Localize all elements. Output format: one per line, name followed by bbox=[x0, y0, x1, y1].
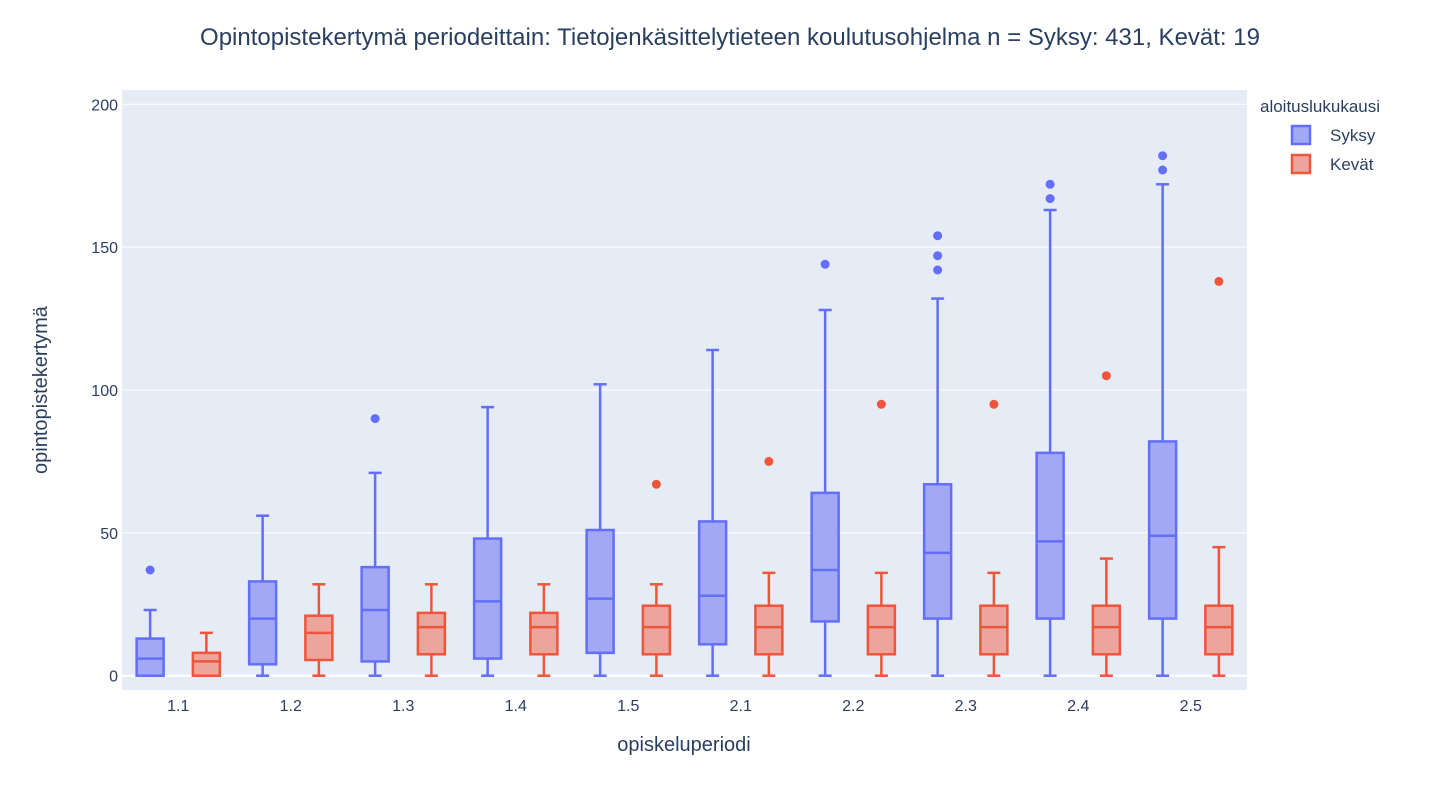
box-iqr bbox=[247, 580, 278, 666]
box-2.1 bbox=[697, 348, 728, 677]
box-iqr bbox=[191, 651, 222, 677]
box-2.3 bbox=[979, 399, 1009, 677]
outlier-point bbox=[933, 251, 943, 261]
box-iqr bbox=[135, 637, 165, 677]
outlier-point bbox=[989, 399, 999, 409]
box-1.4 bbox=[472, 405, 503, 677]
legend-label: Kevät bbox=[1330, 155, 1374, 174]
x-tick-label: 2.2 bbox=[842, 698, 864, 715]
box-2.3 bbox=[922, 231, 953, 677]
outlier-point bbox=[933, 265, 943, 275]
outlier-point bbox=[370, 414, 380, 424]
gridlines bbox=[122, 103, 1247, 677]
x-tick-label: 2.3 bbox=[955, 698, 977, 715]
box-iqr bbox=[697, 520, 728, 646]
x-tick-label: 1.4 bbox=[505, 698, 527, 715]
box-1.1 bbox=[191, 631, 222, 677]
box-iqr bbox=[866, 604, 897, 656]
box-iqr bbox=[472, 537, 503, 660]
box-1.2 bbox=[247, 514, 278, 677]
x-axis-ticks: 1.1 1.2 1.3 1.4 1.5 2.1 2.2 2.3 2.4 2.5 bbox=[167, 698, 1202, 715]
outlier-point bbox=[1214, 276, 1224, 286]
y-tick-label: 50 bbox=[100, 526, 118, 543]
outlier-point bbox=[1158, 165, 1168, 175]
x-tick-label: 2.4 bbox=[1067, 698, 1089, 715]
box-2.5 bbox=[1204, 276, 1234, 677]
legend-item-syksy: Syksy bbox=[1290, 124, 1376, 146]
box-iqr bbox=[1091, 604, 1122, 656]
box-iqr bbox=[922, 483, 953, 620]
series-kevät bbox=[191, 276, 1234, 677]
box-series bbox=[135, 151, 1234, 677]
y-tick-label: 0 bbox=[109, 669, 118, 686]
box-iqr bbox=[979, 604, 1009, 656]
box-iqr bbox=[641, 604, 672, 656]
box-iqr bbox=[1147, 440, 1178, 620]
outlier-point bbox=[145, 565, 155, 575]
x-tick-label: 1.3 bbox=[392, 698, 414, 715]
box-1.3 bbox=[360, 414, 390, 677]
x-tick-label: 1.5 bbox=[617, 698, 639, 715]
box-2.5 bbox=[1147, 151, 1178, 677]
box-iqr bbox=[810, 491, 840, 623]
box-iqr bbox=[754, 604, 784, 656]
y-axis-title: opintopistekertymä bbox=[30, 305, 52, 474]
y-tick-label: 100 bbox=[91, 383, 118, 400]
legend-item-kevät: Kevät bbox=[1290, 153, 1374, 175]
box-iqr bbox=[1035, 451, 1065, 620]
x-tick-label: 1.2 bbox=[280, 698, 302, 715]
box-iqr bbox=[1204, 604, 1234, 656]
outlier-point bbox=[933, 231, 943, 241]
x-tick-label: 2.1 bbox=[730, 698, 752, 715]
y-tick-label: 200 bbox=[91, 97, 118, 114]
outlier-point bbox=[1045, 194, 1055, 204]
outlier-point bbox=[1045, 179, 1055, 189]
outlier-point bbox=[1101, 371, 1111, 381]
legend-title: aloituslukukausi bbox=[1260, 97, 1380, 116]
box-iqr bbox=[360, 565, 390, 663]
box-2.1 bbox=[754, 456, 784, 677]
box-iqr bbox=[416, 611, 447, 656]
box-1.5 bbox=[641, 479, 672, 677]
box-1.2 bbox=[304, 583, 334, 677]
legend-swatch bbox=[1290, 153, 1312, 175]
outlier-point bbox=[820, 259, 830, 269]
y-axis-ticks: 0 50 100 150 200 bbox=[91, 97, 118, 685]
box-2.2 bbox=[810, 259, 840, 677]
box-1.1 bbox=[135, 565, 165, 677]
legend: aloituslukukausi Syksy Kevät bbox=[1260, 97, 1380, 175]
outlier-point bbox=[764, 456, 774, 466]
chart-title: Opintopistekertymä periodeittain: Tietoj… bbox=[200, 24, 1260, 51]
box-1.5 bbox=[585, 383, 615, 677]
box-iqr bbox=[529, 611, 559, 656]
box-2.2 bbox=[866, 399, 897, 677]
box-2.4 bbox=[1091, 371, 1122, 677]
outlier-point bbox=[876, 399, 886, 409]
y-tick-label: 150 bbox=[91, 240, 118, 257]
legend-swatch bbox=[1290, 124, 1312, 146]
legend-label: Syksy bbox=[1330, 126, 1376, 145]
box-iqr bbox=[304, 614, 334, 662]
x-axis-title: opiskeluperiodi bbox=[617, 734, 750, 756]
outlier-point bbox=[651, 479, 661, 489]
box-iqr bbox=[585, 528, 615, 655]
x-tick-label: 2.5 bbox=[1180, 698, 1202, 715]
box-2.4 bbox=[1035, 179, 1065, 677]
box-1.3 bbox=[416, 583, 447, 677]
x-tick-label: 1.1 bbox=[167, 698, 189, 715]
box-1.4 bbox=[529, 583, 559, 677]
outlier-point bbox=[1158, 151, 1168, 161]
series-syksy bbox=[135, 151, 1178, 677]
